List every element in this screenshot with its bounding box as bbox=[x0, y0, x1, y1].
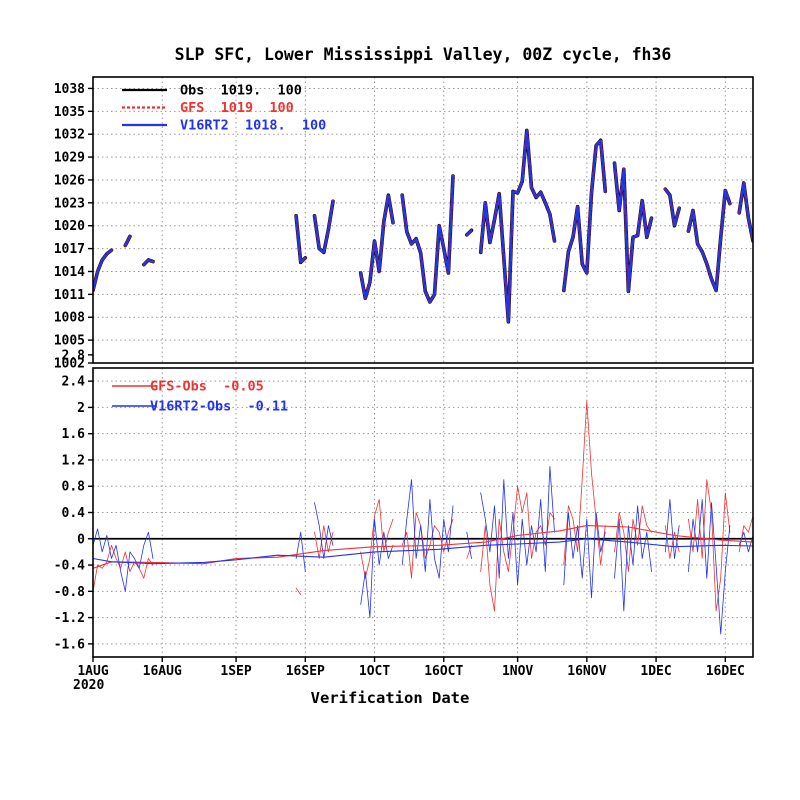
series-line-gfs-obs-daily bbox=[480, 485, 555, 612]
series-line-v16rt2-obs-daily bbox=[664, 498, 680, 559]
top-series-group bbox=[93, 128, 753, 324]
bottom-y-tick-label: -0.8 bbox=[54, 585, 85, 600]
top-y-tick-label: 1020 bbox=[54, 219, 85, 234]
bottom-y-tick-label: 1.2 bbox=[62, 453, 85, 468]
bottom-y-tick-label: -1.6 bbox=[54, 637, 85, 652]
top-y-tick-label: 1029 bbox=[54, 151, 85, 166]
series-line-v16rt2-obs-daily bbox=[480, 466, 555, 586]
bottom-y-tick-label: -1.2 bbox=[54, 611, 85, 626]
series-line-v16rt2 bbox=[401, 175, 455, 304]
bottom-y-tick-label: 0 bbox=[77, 532, 85, 547]
x-axis-label: Verification Date bbox=[311, 689, 470, 707]
top-frame bbox=[92, 76, 754, 364]
legend-label-gfs: GFS 1019 100 bbox=[180, 100, 294, 116]
bottom-y-tick-label: 0.8 bbox=[62, 480, 86, 495]
x-tick-label-16sep: 16SEP bbox=[286, 664, 325, 679]
top-y-tick-label: 1011 bbox=[54, 288, 85, 303]
bottom-y-tick-label: 2.8 bbox=[62, 348, 86, 363]
top-y-tick-label: 1035 bbox=[54, 105, 85, 120]
series-line-obs bbox=[93, 248, 114, 293]
top-y-tick-label: 1017 bbox=[54, 242, 85, 257]
top-y-tick-label: 1026 bbox=[54, 173, 85, 188]
x-tick-label-16dec: 16DEC bbox=[706, 664, 745, 679]
top-y-tick-label: 1032 bbox=[54, 128, 85, 143]
series-line-v16rt2 bbox=[295, 214, 307, 264]
top-y-tick-label: 1014 bbox=[54, 265, 85, 280]
series-line-v16rt2-obs-daily bbox=[360, 518, 394, 618]
series-line-v16rt2 bbox=[613, 162, 653, 293]
bottom-series-group bbox=[93, 400, 753, 635]
x-tick-label-1sep: 1SEP bbox=[220, 664, 251, 679]
legend-label-v16rt2: V16RT2 1018. 100 bbox=[180, 118, 326, 134]
bottom-panel: -1.6 -1.2 -0.8 -0.4 0 0.4 0.8 1.2 1.6 2 2.4 2.8 GFS-… bbox=[54, 348, 754, 658]
legend-label-v16rt2-obs: V16RT2-Obs -0.11 bbox=[150, 399, 288, 415]
chart-panels: 1002 1005 1008 1011 1014 1017 1020 1023 1026 1029… bbox=[54, 76, 754, 658]
series-line-gfs-obs-daily bbox=[563, 400, 606, 566]
bottom-y-tick-label: 1.6 bbox=[62, 427, 86, 442]
series-line-v16rt2-obs-daily bbox=[93, 528, 154, 592]
series-line-v16rt2-obs-daily bbox=[466, 531, 472, 559]
bottom-y-tick-label: 0.4 bbox=[62, 506, 86, 521]
series-line-gfs-obs-daily bbox=[614, 505, 652, 572]
top-y-tick-label: 1008 bbox=[54, 311, 85, 326]
series-line-v16rt2 bbox=[313, 200, 335, 254]
x-tick-sublabel: 2020 bbox=[73, 678, 104, 693]
series-line-v16rt2-obs-daily bbox=[401, 479, 454, 579]
series-line-v16rt2 bbox=[738, 181, 753, 243]
series-line-v16rt2-obs-cumulative bbox=[93, 538, 753, 565]
series-line-v16rt2-obs-daily bbox=[563, 512, 606, 599]
series-line-v16rt2 bbox=[359, 194, 395, 300]
series-line-obs bbox=[358, 193, 395, 301]
top-y-tick-label: 1002 bbox=[54, 357, 85, 372]
series-line-gfs-obs-daily bbox=[314, 525, 334, 559]
x-tick-label-1nov: 1NOV bbox=[502, 664, 533, 679]
top-y-tick-label: 1005 bbox=[54, 334, 85, 349]
x-tick-label-16aug: 16AUG bbox=[143, 664, 182, 679]
top-panel: 1002 1005 1008 1011 1014 1017 1020 1023 1026 1029… bbox=[54, 76, 754, 372]
top-y-tick-label: 1023 bbox=[54, 196, 85, 211]
series-line-v16rt2-obs-daily bbox=[614, 505, 652, 612]
series-line-v16rt2 bbox=[562, 139, 607, 292]
bottom-frame bbox=[92, 367, 754, 658]
series-line-v16rt2 bbox=[687, 189, 732, 292]
series-line-gfs-obs-daily bbox=[688, 479, 731, 612]
bottom-y-tick-label: 2 bbox=[77, 401, 85, 416]
bottom-legend: GFS-Obs -0.05 V16RT2-Obs -0.11 bbox=[112, 379, 288, 415]
x-tick-label-16nov: 16NOV bbox=[567, 664, 606, 679]
series-line-v16rt2 bbox=[479, 129, 556, 323]
x-tick-label-1dec: 1DEC bbox=[640, 664, 671, 679]
series-line-v16rt2 bbox=[124, 235, 131, 247]
series-line-gfs-obs-daily bbox=[466, 544, 472, 559]
series-line-v16rt2 bbox=[664, 188, 681, 227]
series-line-v16rt2-obs-daily bbox=[295, 531, 306, 572]
top-y-tick-label: 1038 bbox=[54, 82, 85, 97]
series-line-v16rt2 bbox=[465, 229, 473, 236]
x-tick-label-1oct: 1OCT bbox=[359, 664, 390, 679]
series-line-v16rt2 bbox=[93, 249, 113, 292]
series-line-v16rt2 bbox=[142, 258, 155, 266]
series-line-gfs-obs-daily bbox=[93, 544, 154, 592]
x-tick-label-1aug: 1AUG bbox=[77, 664, 108, 679]
chart-title: SLP SFC, Lower Mississippi Valley, 00Z c… bbox=[175, 45, 672, 64]
bottom-y-tick-label: 2.4 bbox=[62, 375, 86, 390]
series-line-gfs-obs-daily bbox=[295, 587, 302, 595]
legend-label-gfs-obs: GFS-Obs -0.05 bbox=[150, 379, 264, 395]
series-line-v16rt2-obs-daily bbox=[314, 502, 334, 559]
x-tick-label-16oct: 16OCT bbox=[424, 664, 463, 679]
series-line-v16rt2-obs-daily bbox=[688, 498, 731, 635]
legend-label-obs: Obs 1019. 100 bbox=[180, 83, 302, 99]
bottom-y-tick-label: -0.4 bbox=[54, 559, 85, 574]
series-line-gfs-obs-daily bbox=[360, 498, 394, 579]
